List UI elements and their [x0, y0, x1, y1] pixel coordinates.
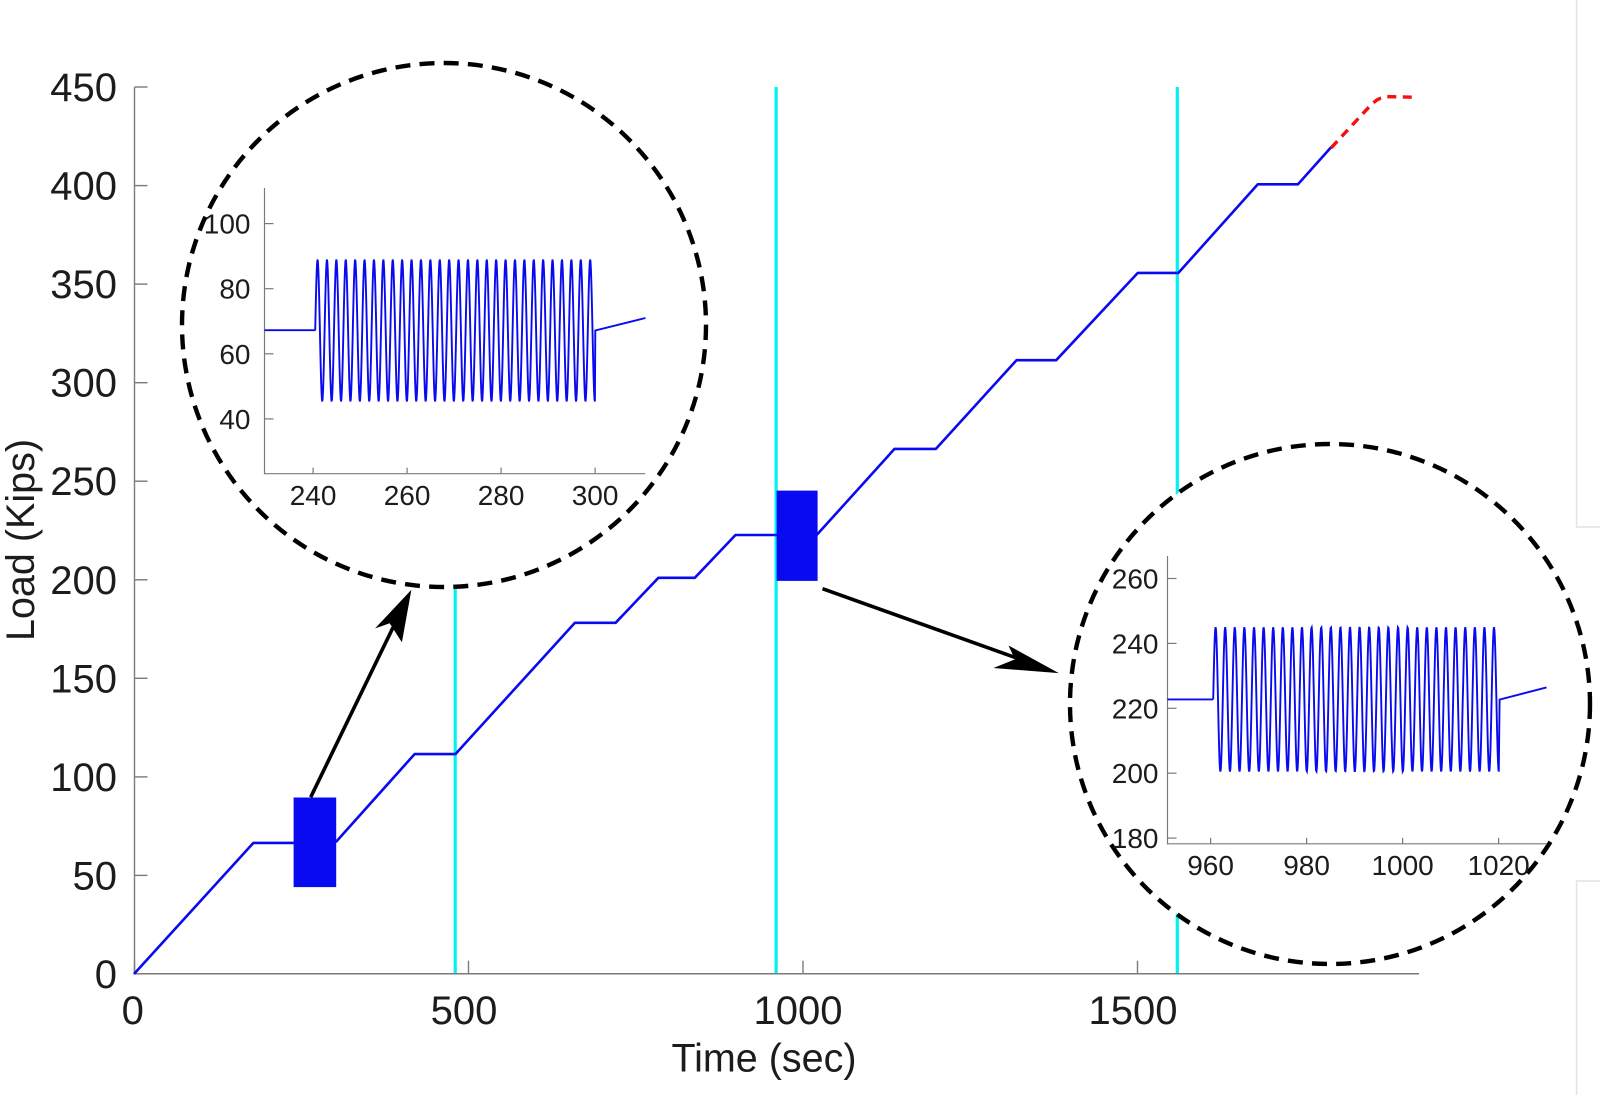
- svg-text:1500: 1500: [1089, 989, 1178, 1033]
- svg-text:100: 100: [50, 756, 117, 800]
- svg-text:300: 300: [50, 362, 117, 406]
- svg-text:200: 200: [50, 559, 117, 603]
- svg-text:300: 300: [572, 480, 619, 511]
- svg-text:280: 280: [478, 480, 525, 511]
- svg-text:1020: 1020: [1467, 850, 1529, 881]
- svg-text:150: 150: [50, 657, 117, 701]
- svg-text:80: 80: [219, 274, 250, 305]
- svg-text:Time (sec): Time (sec): [671, 1037, 856, 1081]
- svg-text:960: 960: [1187, 850, 1234, 881]
- svg-text:1000: 1000: [1371, 850, 1433, 881]
- svg-text:260: 260: [384, 480, 431, 511]
- svg-text:450: 450: [50, 66, 117, 110]
- svg-text:0: 0: [95, 953, 117, 997]
- svg-text:240: 240: [290, 480, 337, 511]
- svg-text:200: 200: [1112, 758, 1159, 789]
- svg-text:40: 40: [219, 404, 250, 435]
- svg-text:Load (Kips): Load (Kips): [0, 439, 43, 641]
- svg-text:250: 250: [50, 460, 117, 504]
- svg-text:260: 260: [1112, 564, 1159, 595]
- svg-text:240: 240: [1112, 628, 1159, 659]
- svg-text:60: 60: [219, 339, 250, 370]
- svg-text:980: 980: [1283, 850, 1330, 881]
- svg-text:350: 350: [50, 263, 117, 307]
- svg-text:50: 50: [73, 854, 118, 898]
- svg-text:180: 180: [1112, 823, 1159, 854]
- svg-text:220: 220: [1112, 693, 1159, 724]
- svg-text:500: 500: [431, 989, 498, 1033]
- svg-text:100: 100: [204, 209, 251, 240]
- svg-text:0: 0: [122, 989, 144, 1033]
- svg-text:1000: 1000: [754, 989, 843, 1033]
- svg-text:400: 400: [50, 165, 117, 209]
